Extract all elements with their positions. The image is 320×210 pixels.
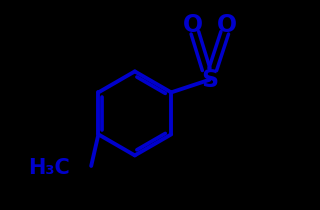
Text: O: O	[182, 13, 203, 37]
Text: S: S	[201, 68, 218, 92]
Text: O: O	[217, 13, 237, 37]
Text: H₃C: H₃C	[28, 158, 70, 178]
